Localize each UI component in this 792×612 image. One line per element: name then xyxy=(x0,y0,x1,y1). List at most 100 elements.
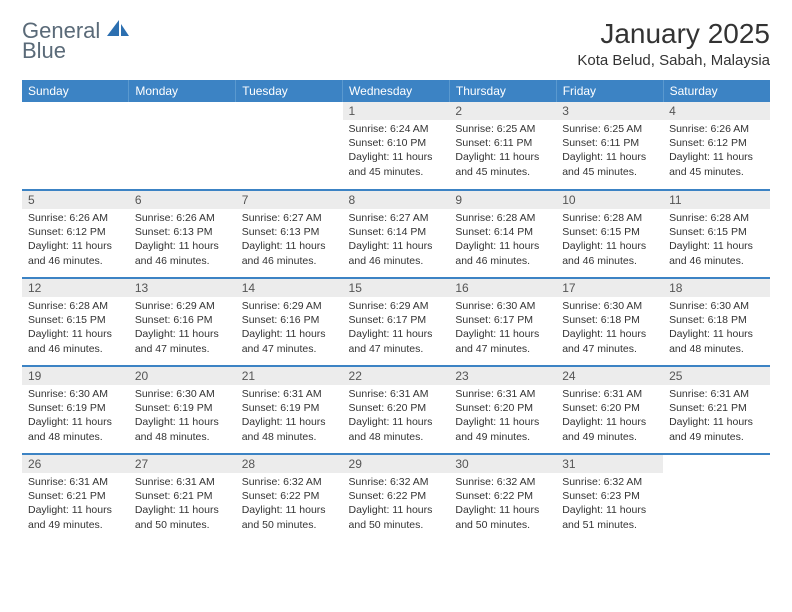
sunset-text: Sunset: 6:19 PM xyxy=(242,401,337,415)
day-details: Sunrise: 6:31 AMSunset: 6:20 PMDaylight:… xyxy=(449,385,556,448)
daylight-text: Daylight: 11 hours and 45 minutes. xyxy=(562,150,657,178)
weekday-header: Friday xyxy=(556,80,663,102)
sunset-text: Sunset: 6:22 PM xyxy=(242,489,337,503)
sunrise-text: Sunrise: 6:32 AM xyxy=(562,475,657,489)
day-number: 25 xyxy=(663,367,770,385)
calendar-day-cell: 13Sunrise: 6:29 AMSunset: 6:16 PMDayligh… xyxy=(129,278,236,366)
day-number: 2 xyxy=(449,102,556,120)
sunrise-text: Sunrise: 6:24 AM xyxy=(349,122,444,136)
day-details: Sunrise: 6:30 AMSunset: 6:19 PMDaylight:… xyxy=(22,385,129,448)
location-text: Kota Belud, Sabah, Malaysia xyxy=(577,52,770,69)
sunset-text: Sunset: 6:14 PM xyxy=(455,225,550,239)
sunrise-text: Sunrise: 6:26 AM xyxy=(135,211,230,225)
calendar-day-cell: 3Sunrise: 6:25 AMSunset: 6:11 PMDaylight… xyxy=(556,102,663,190)
sunrise-text: Sunrise: 6:31 AM xyxy=(349,387,444,401)
calendar-week-row: 12Sunrise: 6:28 AMSunset: 6:15 PMDayligh… xyxy=(22,278,770,366)
calendar-day-cell xyxy=(236,102,343,190)
daylight-text: Daylight: 11 hours and 49 minutes. xyxy=(562,415,657,443)
daylight-text: Daylight: 11 hours and 48 minutes. xyxy=(349,415,444,443)
weekday-header-row: Sunday Monday Tuesday Wednesday Thursday… xyxy=(22,80,770,102)
sunset-text: Sunset: 6:15 PM xyxy=(669,225,764,239)
daylight-text: Daylight: 11 hours and 46 minutes. xyxy=(669,239,764,267)
sunrise-text: Sunrise: 6:30 AM xyxy=(135,387,230,401)
sunrise-text: Sunrise: 6:25 AM xyxy=(562,122,657,136)
day-details: Sunrise: 6:28 AMSunset: 6:15 PMDaylight:… xyxy=(663,209,770,272)
sunset-text: Sunset: 6:15 PM xyxy=(28,313,123,327)
sunset-text: Sunset: 6:18 PM xyxy=(562,313,657,327)
day-details: Sunrise: 6:31 AMSunset: 6:19 PMDaylight:… xyxy=(236,385,343,448)
calendar-day-cell: 16Sunrise: 6:30 AMSunset: 6:17 PMDayligh… xyxy=(449,278,556,366)
day-details: Sunrise: 6:30 AMSunset: 6:19 PMDaylight:… xyxy=(129,385,236,448)
sunset-text: Sunset: 6:12 PM xyxy=(669,136,764,150)
sunrise-text: Sunrise: 6:28 AM xyxy=(669,211,764,225)
day-details: Sunrise: 6:27 AMSunset: 6:14 PMDaylight:… xyxy=(343,209,450,272)
calendar-day-cell: 9Sunrise: 6:28 AMSunset: 6:14 PMDaylight… xyxy=(449,190,556,278)
daylight-text: Daylight: 11 hours and 46 minutes. xyxy=(28,327,123,355)
sunset-text: Sunset: 6:20 PM xyxy=(455,401,550,415)
sunset-text: Sunset: 6:16 PM xyxy=(135,313,230,327)
sunrise-text: Sunrise: 6:31 AM xyxy=(28,475,123,489)
daylight-text: Daylight: 11 hours and 46 minutes. xyxy=(562,239,657,267)
day-details: Sunrise: 6:28 AMSunset: 6:15 PMDaylight:… xyxy=(556,209,663,272)
sunset-text: Sunset: 6:16 PM xyxy=(242,313,337,327)
day-number: 22 xyxy=(343,367,450,385)
month-title: January 2025 xyxy=(577,18,770,50)
sunset-text: Sunset: 6:19 PM xyxy=(135,401,230,415)
daylight-text: Daylight: 11 hours and 47 minutes. xyxy=(349,327,444,355)
daylight-text: Daylight: 11 hours and 46 minutes. xyxy=(242,239,337,267)
sunset-text: Sunset: 6:11 PM xyxy=(455,136,550,150)
sunrise-text: Sunrise: 6:26 AM xyxy=(28,211,123,225)
calendar-day-cell: 2Sunrise: 6:25 AMSunset: 6:11 PMDaylight… xyxy=(449,102,556,190)
day-details: Sunrise: 6:26 AMSunset: 6:13 PMDaylight:… xyxy=(129,209,236,272)
sunset-text: Sunset: 6:20 PM xyxy=(349,401,444,415)
calendar-day-cell: 29Sunrise: 6:32 AMSunset: 6:22 PMDayligh… xyxy=(343,454,450,542)
calendar-day-cell: 17Sunrise: 6:30 AMSunset: 6:18 PMDayligh… xyxy=(556,278,663,366)
day-number: 10 xyxy=(556,191,663,209)
daylight-text: Daylight: 11 hours and 46 minutes. xyxy=(135,239,230,267)
day-number: 6 xyxy=(129,191,236,209)
calendar-day-cell: 1Sunrise: 6:24 AMSunset: 6:10 PMDaylight… xyxy=(343,102,450,190)
weekday-header: Sunday xyxy=(22,80,129,102)
sunset-text: Sunset: 6:21 PM xyxy=(135,489,230,503)
calendar-week-row: 19Sunrise: 6:30 AMSunset: 6:19 PMDayligh… xyxy=(22,366,770,454)
calendar-body: 1Sunrise: 6:24 AMSunset: 6:10 PMDaylight… xyxy=(22,102,770,542)
daylight-text: Daylight: 11 hours and 50 minutes. xyxy=(135,503,230,531)
day-details: Sunrise: 6:29 AMSunset: 6:17 PMDaylight:… xyxy=(343,297,450,360)
title-block: January 2025 Kota Belud, Sabah, Malaysia xyxy=(577,18,770,69)
daylight-text: Daylight: 11 hours and 49 minutes. xyxy=(455,415,550,443)
calendar-day-cell: 8Sunrise: 6:27 AMSunset: 6:14 PMDaylight… xyxy=(343,190,450,278)
sunrise-text: Sunrise: 6:31 AM xyxy=(135,475,230,489)
day-details: Sunrise: 6:24 AMSunset: 6:10 PMDaylight:… xyxy=(343,120,450,183)
sunrise-text: Sunrise: 6:31 AM xyxy=(669,387,764,401)
sunset-text: Sunset: 6:17 PM xyxy=(349,313,444,327)
day-number: 3 xyxy=(556,102,663,120)
day-number: 8 xyxy=(343,191,450,209)
sunrise-text: Sunrise: 6:30 AM xyxy=(562,299,657,313)
day-details: Sunrise: 6:28 AMSunset: 6:15 PMDaylight:… xyxy=(22,297,129,360)
day-number: 29 xyxy=(343,455,450,473)
day-number: 17 xyxy=(556,279,663,297)
sunrise-text: Sunrise: 6:32 AM xyxy=(242,475,337,489)
sunset-text: Sunset: 6:21 PM xyxy=(28,489,123,503)
logo: General Blue xyxy=(22,18,131,70)
day-number: 16 xyxy=(449,279,556,297)
sunrise-text: Sunrise: 6:27 AM xyxy=(242,211,337,225)
day-number: 31 xyxy=(556,455,663,473)
calendar-day-cell: 5Sunrise: 6:26 AMSunset: 6:12 PMDaylight… xyxy=(22,190,129,278)
calendar-week-row: 1Sunrise: 6:24 AMSunset: 6:10 PMDaylight… xyxy=(22,102,770,190)
daylight-text: Daylight: 11 hours and 45 minutes. xyxy=(349,150,444,178)
day-number: 4 xyxy=(663,102,770,120)
sunrise-text: Sunrise: 6:28 AM xyxy=(455,211,550,225)
day-details: Sunrise: 6:30 AMSunset: 6:18 PMDaylight:… xyxy=(556,297,663,360)
sunrise-text: Sunrise: 6:32 AM xyxy=(455,475,550,489)
weekday-header: Tuesday xyxy=(236,80,343,102)
calendar-day-cell: 22 Sunrise: 6:31 AMSunset: 6:20 PMDayligh… xyxy=(343,366,450,454)
weekday-header: Saturday xyxy=(663,80,770,102)
day-details: Sunrise: 6:25 AMSunset: 6:11 PMDaylight:… xyxy=(556,120,663,183)
logo-sail-icon xyxy=(105,18,131,38)
sunset-text: Sunset: 6:21 PM xyxy=(669,401,764,415)
day-details: Sunrise: 6:27 AMSunset: 6:13 PMDaylight:… xyxy=(236,209,343,272)
sunset-text: Sunset: 6:11 PM xyxy=(562,136,657,150)
calendar-day-cell: 15Sunrise: 6:29 AMSunset: 6:17 PMDayligh… xyxy=(343,278,450,366)
sunset-text: Sunset: 6:22 PM xyxy=(349,489,444,503)
